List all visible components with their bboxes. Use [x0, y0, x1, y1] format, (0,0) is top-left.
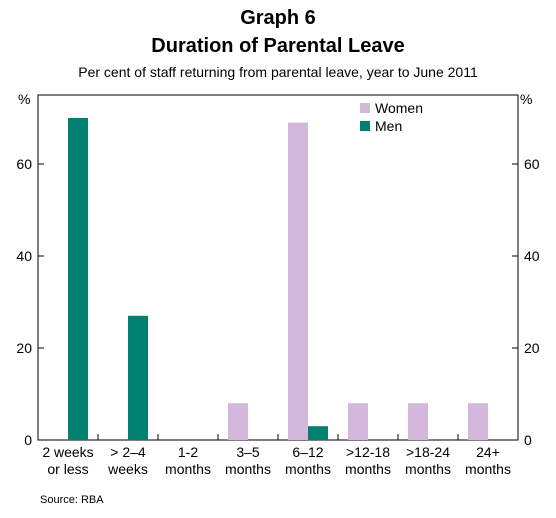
legend-label: Men [375, 118, 402, 134]
chart-subtitle: Duration of Parental Leave [151, 35, 404, 57]
bar [228, 403, 248, 440]
source: Source: RBA [40, 494, 104, 506]
x-tick-label: >18-24 months [405, 444, 451, 477]
bar [288, 122, 308, 440]
y2-tick-label: 40 [524, 248, 540, 264]
x-tick-label: 6–12 months [285, 444, 331, 477]
plot-frame [37, 94, 519, 441]
bar [348, 403, 368, 440]
y-tick-label: 20 [16, 340, 32, 356]
bar [468, 403, 488, 440]
bar [408, 403, 428, 440]
x-tick-label: >12-18 months [345, 444, 391, 477]
y-tick-label: 0 [24, 432, 32, 448]
y2-tick-label: 20 [524, 340, 540, 356]
x-tick-label: > 2–4 weeks [107, 444, 148, 477]
x-tick-label: 1-2 months [165, 444, 211, 477]
bar [128, 315, 148, 440]
bar [308, 426, 328, 440]
y-tick-label: 60 [16, 156, 32, 172]
y2-axis-label: % [520, 91, 532, 107]
y2-tick-label: 60 [524, 156, 540, 172]
chart-title: Graph 6 [240, 7, 316, 29]
y-tick-label: 40 [16, 248, 32, 264]
x-tick-label: 2 weeks or less [42, 444, 93, 477]
bar [68, 118, 88, 440]
legend-swatch [360, 103, 370, 113]
y-axis-label: % [18, 91, 30, 107]
legend-swatch [360, 121, 370, 131]
y2-tick-label: 0 [524, 432, 532, 448]
x-tick-label: 24+ months [465, 444, 511, 477]
chart-description: Per cent of staff returning from parenta… [78, 64, 478, 80]
x-tick-label: 3–5 months [225, 444, 271, 477]
legend-label: Women [375, 100, 423, 116]
